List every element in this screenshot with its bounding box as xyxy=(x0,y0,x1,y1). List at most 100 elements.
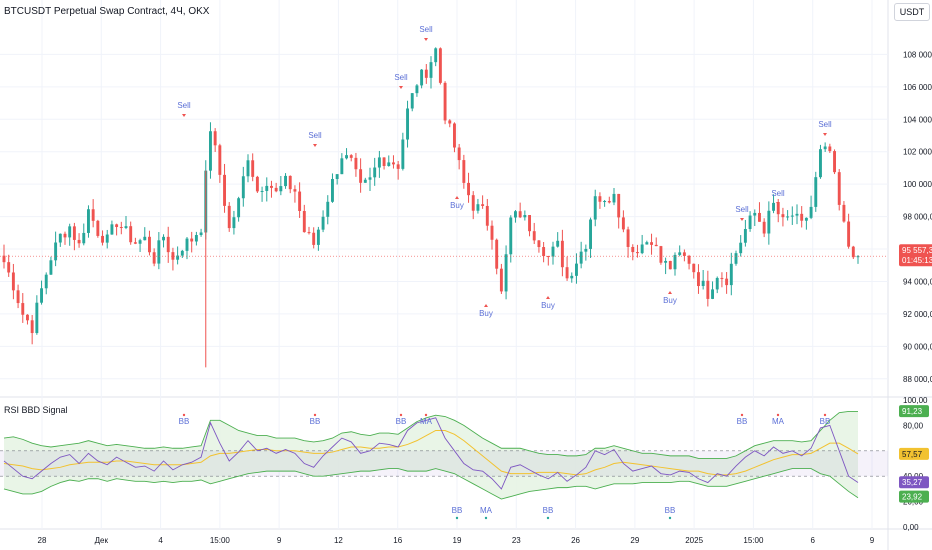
candle-body xyxy=(560,240,564,268)
candle-body xyxy=(734,253,738,264)
candle-body xyxy=(166,236,170,253)
signal-sell-label: Sell xyxy=(308,131,322,140)
candle-body xyxy=(509,217,513,255)
candle-body xyxy=(260,190,264,192)
candle-body xyxy=(387,162,391,166)
candle-body xyxy=(26,314,29,321)
candle-body xyxy=(382,157,386,166)
rsi-signal-dot xyxy=(182,413,186,417)
time-tick-label: 12 xyxy=(334,536,343,545)
candle-body xyxy=(673,254,677,270)
candle-body xyxy=(58,233,62,243)
candle-body xyxy=(617,193,621,218)
candle-body xyxy=(424,69,428,78)
upper-band-value: 91,23 xyxy=(902,407,923,416)
candle-body xyxy=(701,280,705,287)
candle-body xyxy=(246,160,250,177)
candle-body xyxy=(720,277,724,279)
candle-body xyxy=(288,175,292,190)
time-tick-label: 29 xyxy=(630,536,639,545)
candle-body xyxy=(725,278,729,286)
signal-sell-label: Sell xyxy=(771,189,785,198)
candle-body xyxy=(790,215,794,217)
candle-body xyxy=(148,236,151,253)
candle-body xyxy=(40,288,43,303)
candle-body xyxy=(87,209,90,233)
candle-body xyxy=(16,290,20,304)
lower-band-value: 23,92 xyxy=(902,493,923,502)
signal-arrow xyxy=(484,304,488,307)
candle-body xyxy=(621,217,625,230)
candle-body xyxy=(453,123,456,148)
price-tick-label: 98 000,0 xyxy=(903,213,932,222)
rsi-signal-label: MA xyxy=(772,417,785,426)
candle-body xyxy=(537,240,541,248)
signal-buy-label: Buy xyxy=(663,296,677,305)
candle-body xyxy=(190,238,194,242)
price-tick-label: 88 000,0 xyxy=(903,375,932,384)
candle-body xyxy=(363,179,367,183)
candles xyxy=(2,47,860,368)
rsi-tick-label: 80,00 xyxy=(903,421,924,430)
signal-arrow xyxy=(546,296,550,299)
candle-body xyxy=(21,303,25,315)
candle-body xyxy=(377,157,381,168)
candle-body xyxy=(307,232,311,234)
candle-body xyxy=(457,147,461,161)
rsi-signal-label: BB xyxy=(310,417,321,426)
rsi-ma-value: 57,57 xyxy=(902,450,923,459)
candle-body xyxy=(753,212,757,216)
candle-body xyxy=(495,239,499,269)
candle-body xyxy=(326,201,330,217)
lower-band-value-badge xyxy=(899,490,929,503)
time-tick-label: 9 xyxy=(277,536,282,545)
upper-band-line xyxy=(3,410,858,459)
candle-body xyxy=(434,48,438,63)
signal-arrow xyxy=(455,196,459,199)
candle-body xyxy=(176,255,180,260)
rsi-signal-dot xyxy=(313,413,317,417)
candle-body xyxy=(668,260,672,270)
rsi-background xyxy=(0,411,888,500)
rsi-lines xyxy=(3,410,859,500)
signal-sell-label: Sell xyxy=(394,73,408,82)
candle-body xyxy=(804,217,808,221)
candle-body xyxy=(110,224,114,235)
candle-body xyxy=(218,145,222,175)
candle-body xyxy=(579,251,583,264)
candle-body xyxy=(7,262,11,273)
rsi-signal-dot xyxy=(399,413,403,417)
rsi-signal-label: MA xyxy=(420,417,433,426)
candle-body xyxy=(842,204,846,222)
candle-body xyxy=(697,272,700,287)
bollinger-band-fill xyxy=(4,411,858,500)
candle-body xyxy=(809,206,813,218)
rsi-tick-label: 100,00 xyxy=(903,396,928,405)
candle-body xyxy=(241,176,245,199)
candle-body xyxy=(171,252,175,260)
rsi-signal-dot xyxy=(740,413,744,417)
time-tick-label: 19 xyxy=(453,536,462,545)
rsi-signal-label: BB xyxy=(820,417,831,426)
candle-body xyxy=(687,255,691,264)
candle-body xyxy=(462,160,466,183)
rsi-signal-dot xyxy=(823,413,827,417)
candle-body xyxy=(514,211,517,218)
candle-body xyxy=(82,232,86,244)
signal-arrow xyxy=(776,202,780,205)
candle-body xyxy=(124,226,128,228)
chart-title: BTCUSDT Perpetual Swap Contract, 4Ч, OKX xyxy=(4,6,210,17)
candle-body xyxy=(152,252,156,264)
candle-body xyxy=(35,302,39,334)
candle-body xyxy=(819,149,822,178)
currency-button[interactable]: USDT xyxy=(894,3,930,21)
candle-body xyxy=(528,215,531,232)
time-tick-label: 2025 xyxy=(685,536,703,545)
price-tick-label: 92 000,0 xyxy=(903,310,932,319)
candle-body xyxy=(438,48,442,83)
current-price-countdown: 01:45:13 xyxy=(902,256,932,265)
candle-body xyxy=(199,232,203,236)
candle-body xyxy=(467,182,470,196)
price-tick-label: 104 000,0 xyxy=(903,115,932,124)
candle-body xyxy=(410,93,414,109)
